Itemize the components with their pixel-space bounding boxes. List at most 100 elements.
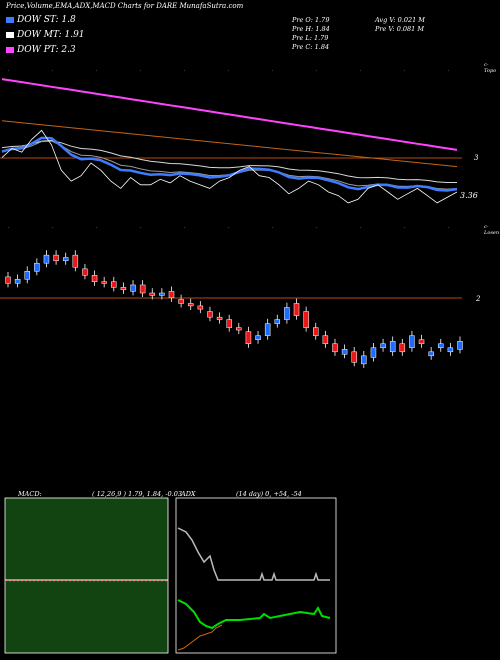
candle-top-tick: · (184, 225, 186, 231)
candle-body (245, 331, 252, 344)
candle-level-label: 2 (476, 295, 481, 303)
ema-top-tick: · (448, 68, 450, 74)
candle-body (284, 307, 290, 320)
ema-orange-line (1, 120, 458, 168)
candle-body (43, 254, 50, 264)
ema-grey-line (1, 140, 458, 190)
ema-top-tick: · (316, 68, 318, 74)
dmi-plus-line (177, 599, 331, 630)
candle-body (120, 287, 127, 291)
candle-body (197, 305, 204, 310)
candle-top-tick: · (360, 225, 362, 231)
macd-frame (4, 497, 169, 654)
ema-top-tick: · (140, 68, 142, 74)
candle-top-tick: · (228, 225, 230, 231)
ema-top-tick: · (272, 68, 274, 74)
ema-top-tick: · (8, 68, 10, 74)
ema-level-label: 3 (474, 154, 479, 162)
candle-top-tick: · (96, 225, 98, 231)
ema-magenta-line (1, 78, 458, 151)
candle-body (255, 335, 261, 340)
legend-swatch-mt (6, 31, 14, 38)
candle-body (361, 355, 367, 365)
ema-top-tick: · (404, 68, 406, 74)
candle-body (380, 343, 386, 349)
ema-top-tick: · (228, 68, 230, 74)
candle-top-tick: · (8, 225, 10, 231)
adx-label: ADX (181, 490, 196, 498)
macd-values: ( 12,26,9 ) 1.79, 1.84, -0.03 (92, 490, 182, 498)
legend-swatch-st (6, 16, 14, 23)
candle-body (322, 335, 329, 345)
prev-low: Pre L: 1.79 (292, 34, 329, 42)
candle-body (159, 292, 165, 296)
candle-body (332, 343, 338, 353)
candle-body (447, 347, 454, 353)
candle-body (370, 347, 377, 358)
candle-body (91, 275, 98, 282)
candle-panel: · · · · · · · · · · · (0, 225, 463, 368)
ema-top-tick: · (184, 68, 186, 74)
macd-label: MACD: (18, 490, 42, 498)
legend-dow-st: DOW ST: 1.8 (6, 15, 76, 25)
candle-top-tick: · (52, 225, 54, 231)
candle-body (139, 284, 146, 294)
price-line (1, 129, 458, 204)
candle-body (111, 281, 117, 288)
prev-open: Pre O: 1.79 (292, 16, 330, 24)
candle-body (149, 292, 156, 296)
candle-body (303, 311, 309, 328)
candle-body (418, 339, 425, 345)
legend-swatch-pt (6, 46, 14, 53)
ema-top-tick: · (96, 68, 98, 74)
candle-top-tick: · (272, 225, 274, 231)
candle-body (399, 343, 406, 353)
candle-body (207, 311, 213, 318)
ema-panel: · · · · · · · · · · · (0, 68, 462, 204)
candle-body (409, 335, 415, 349)
candle-body (226, 319, 232, 328)
candle-body (14, 279, 21, 284)
candle-body (428, 351, 434, 357)
candle-body (457, 341, 463, 350)
candle-top-tick: · (404, 225, 406, 231)
candle-body (72, 254, 79, 268)
candle-top-tick: · (316, 225, 318, 231)
prev-volume: Pre V: 0.081 M (375, 25, 425, 33)
candle-top-tick: · (140, 225, 142, 231)
candle-top-tick: · (448, 225, 450, 231)
adx-line (177, 527, 330, 581)
macd-panel (4, 497, 169, 654)
candle-body (236, 327, 242, 331)
chart-title: Price,Volume,EMA,ADX,MACD Charts for DAR… (6, 2, 244, 10)
ema-right-label: c-Topo (484, 62, 497, 74)
candle-body (82, 268, 88, 276)
candle-body (62, 257, 69, 262)
avg-volume: Avg V: 0.021 M (375, 16, 425, 24)
ema-blue-line (1, 136, 458, 192)
adx-values: (14 day) 0, +54, -54 (236, 490, 302, 498)
ema-top-tick: · (360, 68, 362, 74)
candle-body (341, 349, 348, 355)
candle-body (101, 281, 107, 284)
candle-body (264, 323, 271, 336)
ema-top-tick: · (52, 68, 54, 74)
prev-close: Pre C: 1.84 (292, 43, 330, 51)
candle-body (53, 254, 59, 262)
candle-body (216, 316, 223, 320)
candle-body (312, 327, 319, 336)
candle-body (178, 299, 184, 304)
adx-frame (175, 497, 337, 654)
candle-body (5, 276, 11, 284)
legend-dow-pt: DOW PT: 2.3 (6, 45, 76, 55)
candle-body (168, 291, 175, 299)
prev-high: Pre H: 1.84 (292, 25, 330, 33)
candle-body (274, 319, 281, 324)
legend-dow-mt: DOW MT: 1.91 (6, 30, 85, 40)
candle-body (34, 262, 40, 272)
dmi-minus-line (177, 624, 223, 651)
candle-body (293, 303, 300, 316)
ema-white-line (1, 139, 457, 183)
candle-body (130, 284, 136, 292)
